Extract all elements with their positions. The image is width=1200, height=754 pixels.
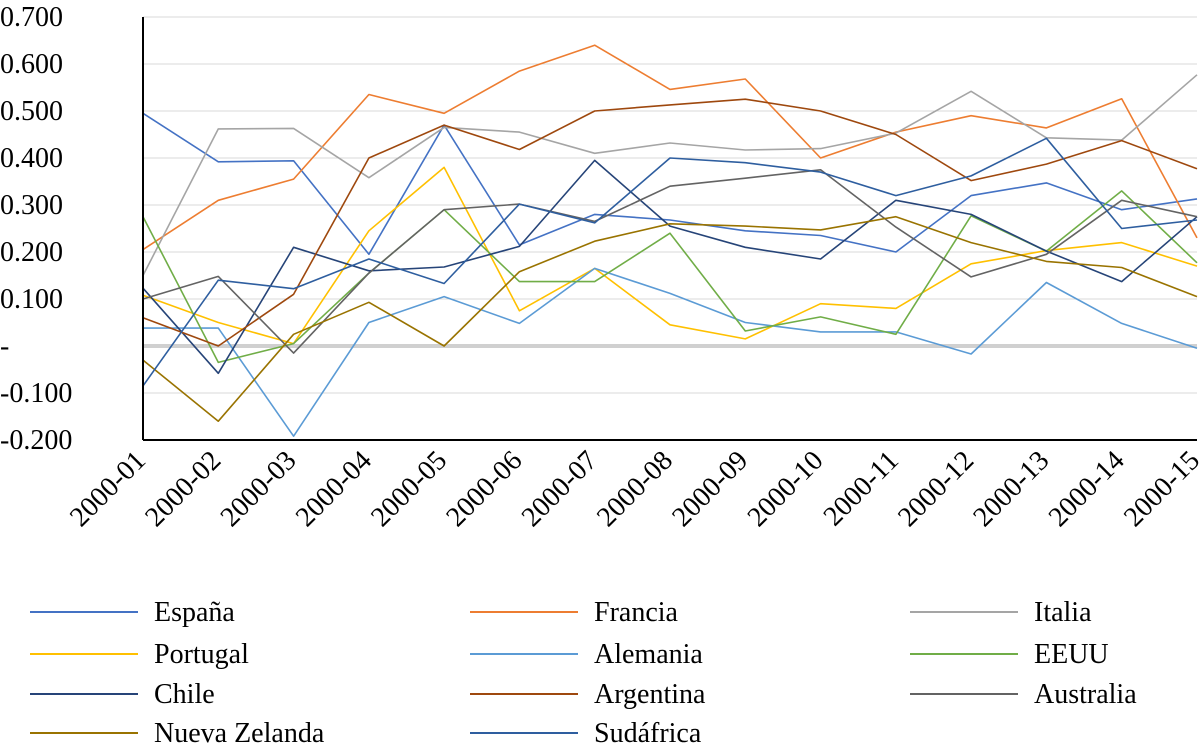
legend-item: Argentina [470, 679, 706, 710]
x-tick-label: 2000-08 [591, 445, 679, 533]
legend-item: Australia [910, 679, 1137, 710]
legend-label: Alemania [594, 639, 703, 670]
legend-item: Italia [910, 597, 1092, 628]
x-axis-tick-labels: 2000-012000-022000-032000-042000-052000-… [64, 445, 1200, 533]
y-tick-label: - [0, 331, 9, 362]
y-tick-label: 0.200 [0, 237, 63, 268]
series-line [142, 159, 1198, 375]
x-tick-label: 2000-04 [290, 445, 378, 533]
legend-label: Italia [1034, 597, 1092, 628]
x-tick-label: 2000-05 [365, 445, 453, 533]
x-tick-label: 2000-14 [1043, 445, 1131, 533]
x-tick-label: 2000-13 [967, 445, 1055, 533]
series-line [143, 267, 1198, 438]
x-tick-label: 2000-01 [64, 445, 152, 533]
legend-label: Australia [1034, 679, 1137, 710]
y-tick-label: 0.400 [0, 143, 63, 174]
series-line [142, 137, 1198, 387]
x-tick-label: 2000-11 [818, 445, 905, 532]
series-line [142, 169, 1198, 354]
y-tick-label: 0.300 [0, 190, 63, 221]
y-tick-label: -0.100 [0, 378, 72, 409]
legend-item: Chile [30, 679, 215, 710]
y-tick-label: 0.500 [0, 96, 63, 127]
legend-label: Chile [154, 679, 215, 710]
x-tick-label: 2000-06 [440, 445, 528, 533]
x-tick-label: 2000-15 [1118, 445, 1200, 533]
series-line [142, 74, 1198, 276]
series-line [142, 190, 1198, 364]
legend-label: Portugal [154, 639, 249, 670]
zero-line [143, 344, 1197, 441]
legend-label: Nueva Zelanda [154, 718, 325, 749]
series-line [142, 98, 1198, 347]
y-axis-tick-labels: -0.200-0.100-0.1000.2000.3000.4000.5000.… [0, 2, 72, 456]
legend-item: EEUU [910, 639, 1109, 670]
y-tick-label: -0.200 [0, 425, 72, 456]
legend-label: EEUU [1034, 639, 1109, 670]
legend-item: Nueva Zelanda [30, 718, 325, 749]
series-line [142, 215, 1198, 423]
x-tick-label: 2000-10 [742, 445, 830, 533]
legend-item: Sudáfrica [470, 718, 702, 749]
legend-label: Francia [594, 597, 679, 628]
x-tick-label: 2000-07 [516, 445, 604, 533]
legend-label: Sudáfrica [594, 718, 702, 749]
y-tick-label: 0.700 [0, 2, 63, 33]
series-lines [142, 44, 1198, 438]
legend-label: España [154, 597, 235, 628]
legend-item: Alemania [470, 639, 703, 670]
y-tick-label: 0.600 [0, 49, 63, 80]
series-line [142, 44, 1198, 251]
legend: España Francia Italia Portugal Alemania EEUU C… [30, 597, 1137, 749]
legend-label: Argentina [594, 679, 706, 710]
x-tick-label: 2000-12 [892, 445, 980, 533]
x-tick-label: 2000-03 [215, 445, 303, 533]
x-tick-label: 2000-09 [666, 445, 754, 533]
series-line [142, 112, 1198, 256]
series-line [142, 166, 1198, 345]
x-tick-label: 2000-02 [139, 445, 227, 533]
legend-item: Francia [470, 597, 679, 628]
y-tick-label: 0.100 [0, 284, 63, 315]
legend-item: España [30, 597, 235, 628]
legend-item: Portugal [30, 639, 249, 670]
